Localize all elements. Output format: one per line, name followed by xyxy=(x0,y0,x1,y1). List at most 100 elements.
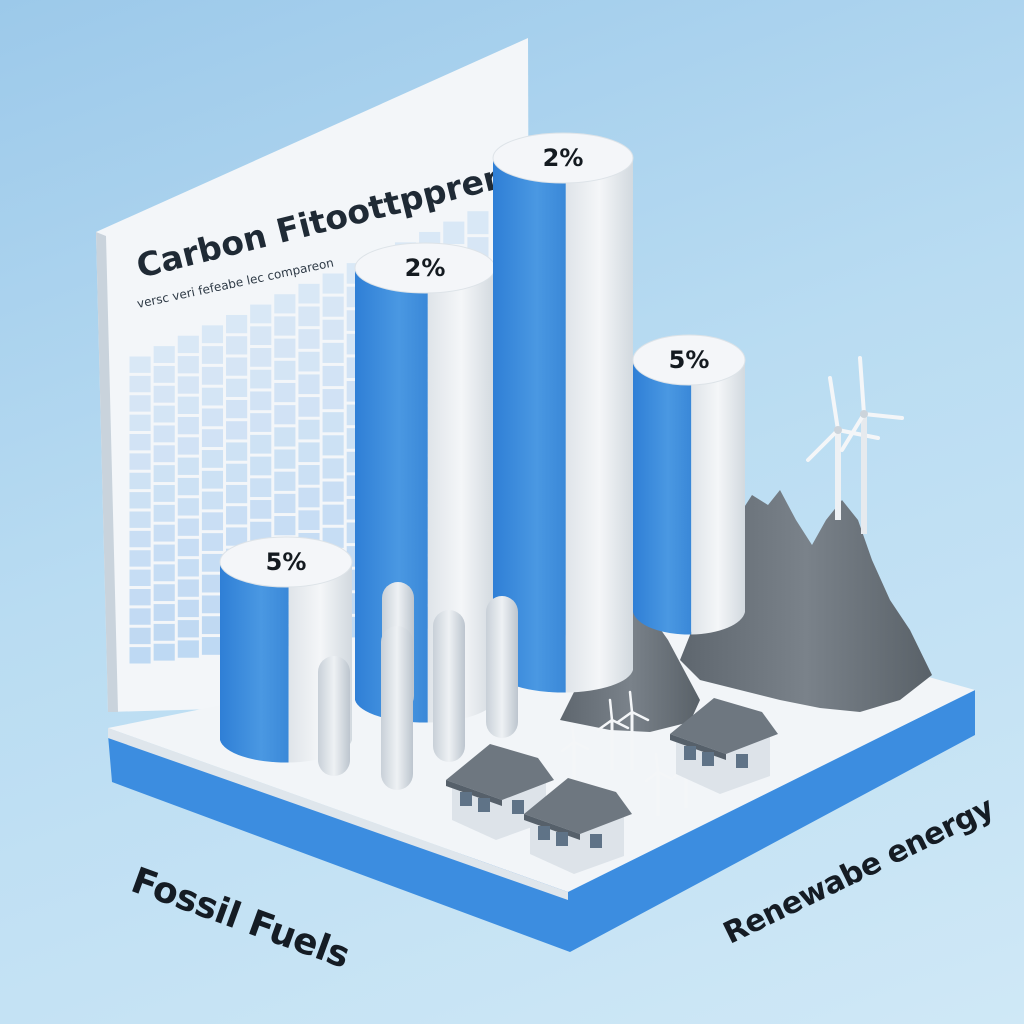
grid-cell xyxy=(201,533,224,551)
grid-cell xyxy=(274,449,296,469)
data-label: 5% xyxy=(669,346,710,374)
grid-cell xyxy=(153,623,175,641)
grid-cell xyxy=(129,395,151,412)
grid-cell xyxy=(298,419,320,440)
grid-cell xyxy=(201,616,224,635)
grid-cell xyxy=(177,437,199,455)
grid-cell xyxy=(177,538,199,557)
grid-cell xyxy=(250,500,272,519)
grid-cell xyxy=(443,221,465,245)
grid-cell xyxy=(153,346,175,363)
bar: 5% xyxy=(632,334,746,635)
grid-cell xyxy=(177,477,199,496)
wind-turbine-icon xyxy=(616,690,650,770)
grid-cell xyxy=(274,427,296,447)
grid-cell xyxy=(298,397,320,417)
grid-cell xyxy=(322,342,344,363)
grid-cell xyxy=(129,414,151,431)
grid-cell xyxy=(226,527,248,546)
grid-cell xyxy=(153,485,175,502)
grid-cell xyxy=(226,314,248,334)
grid-cell xyxy=(129,375,151,393)
grid-cell xyxy=(322,273,344,294)
wind-turbine-icon xyxy=(596,698,630,770)
grid-cell xyxy=(177,599,199,618)
grid-cell xyxy=(298,306,320,327)
grid-cell xyxy=(298,329,320,349)
grid-cell xyxy=(322,412,344,433)
grid-cell xyxy=(201,595,224,614)
grid-cell xyxy=(129,356,151,373)
grid-cell xyxy=(274,360,296,380)
grid-cell xyxy=(226,506,248,525)
grid-cell xyxy=(298,442,320,463)
grid-cell xyxy=(153,544,175,562)
grid-cell xyxy=(226,484,248,504)
grid-cell xyxy=(153,584,175,602)
grid-cell xyxy=(322,481,344,502)
grid-cell xyxy=(129,569,151,586)
grid-cell xyxy=(129,608,151,625)
grid-cell xyxy=(298,465,320,485)
wind-turbine-icon xyxy=(560,722,590,782)
grid-cell xyxy=(153,445,175,463)
grid-cell xyxy=(129,647,151,664)
data-label: 5% xyxy=(266,548,307,576)
grid-cell xyxy=(153,524,175,542)
grid-cell xyxy=(250,456,272,476)
grid-cell xyxy=(129,530,151,548)
grid-cell xyxy=(226,336,248,355)
grid-cell xyxy=(129,589,151,606)
grid-cell xyxy=(177,579,199,597)
grid-cell xyxy=(129,511,151,528)
grid-cell xyxy=(129,627,151,645)
grid-cell xyxy=(274,493,296,514)
grid-cell xyxy=(298,510,320,530)
grid-cell xyxy=(153,385,175,403)
grid-cell xyxy=(201,491,224,510)
grid-cell xyxy=(250,478,272,498)
grid-cell xyxy=(274,382,296,403)
grid-cell xyxy=(129,472,151,490)
grid-cell xyxy=(177,416,199,435)
grid-cell xyxy=(201,470,224,489)
data-label: 2% xyxy=(405,254,446,282)
grid-cell xyxy=(226,442,248,461)
house-icon xyxy=(524,778,632,874)
wind-turbines xyxy=(560,356,904,816)
bar: 2% xyxy=(354,242,496,723)
grid-cell xyxy=(129,453,151,470)
grid-cell xyxy=(177,396,199,414)
grid-cell xyxy=(201,553,224,572)
grid-cell xyxy=(177,559,199,577)
grid-cell xyxy=(129,550,151,567)
grid-cell xyxy=(177,498,199,516)
grid-cell xyxy=(177,457,199,475)
grid-cell xyxy=(201,408,224,427)
decorative-pillars xyxy=(318,582,518,790)
pillar xyxy=(486,596,518,738)
grid-cell xyxy=(177,335,199,354)
grid-cell xyxy=(201,325,224,344)
grid-cell xyxy=(298,283,320,304)
grid-cell xyxy=(298,351,320,372)
house-icon xyxy=(446,744,554,840)
grid-cell xyxy=(177,620,199,638)
grid-cell xyxy=(201,429,224,448)
pillar xyxy=(433,610,465,762)
grid-cell xyxy=(250,391,272,411)
grid-cell xyxy=(274,338,296,358)
grid-cell xyxy=(322,296,344,317)
grid-cell xyxy=(177,376,199,394)
grid-cell xyxy=(322,504,344,525)
grid-cell xyxy=(250,304,272,324)
grid-cell xyxy=(274,471,296,491)
wind-turbine-icon xyxy=(840,356,904,534)
grid-cell xyxy=(250,369,272,389)
grid-cell xyxy=(153,564,175,582)
houses xyxy=(446,698,778,874)
grid-cell xyxy=(201,637,224,655)
grid-cell xyxy=(322,365,344,387)
grid-cell xyxy=(274,405,296,425)
grid-cell xyxy=(298,374,320,395)
